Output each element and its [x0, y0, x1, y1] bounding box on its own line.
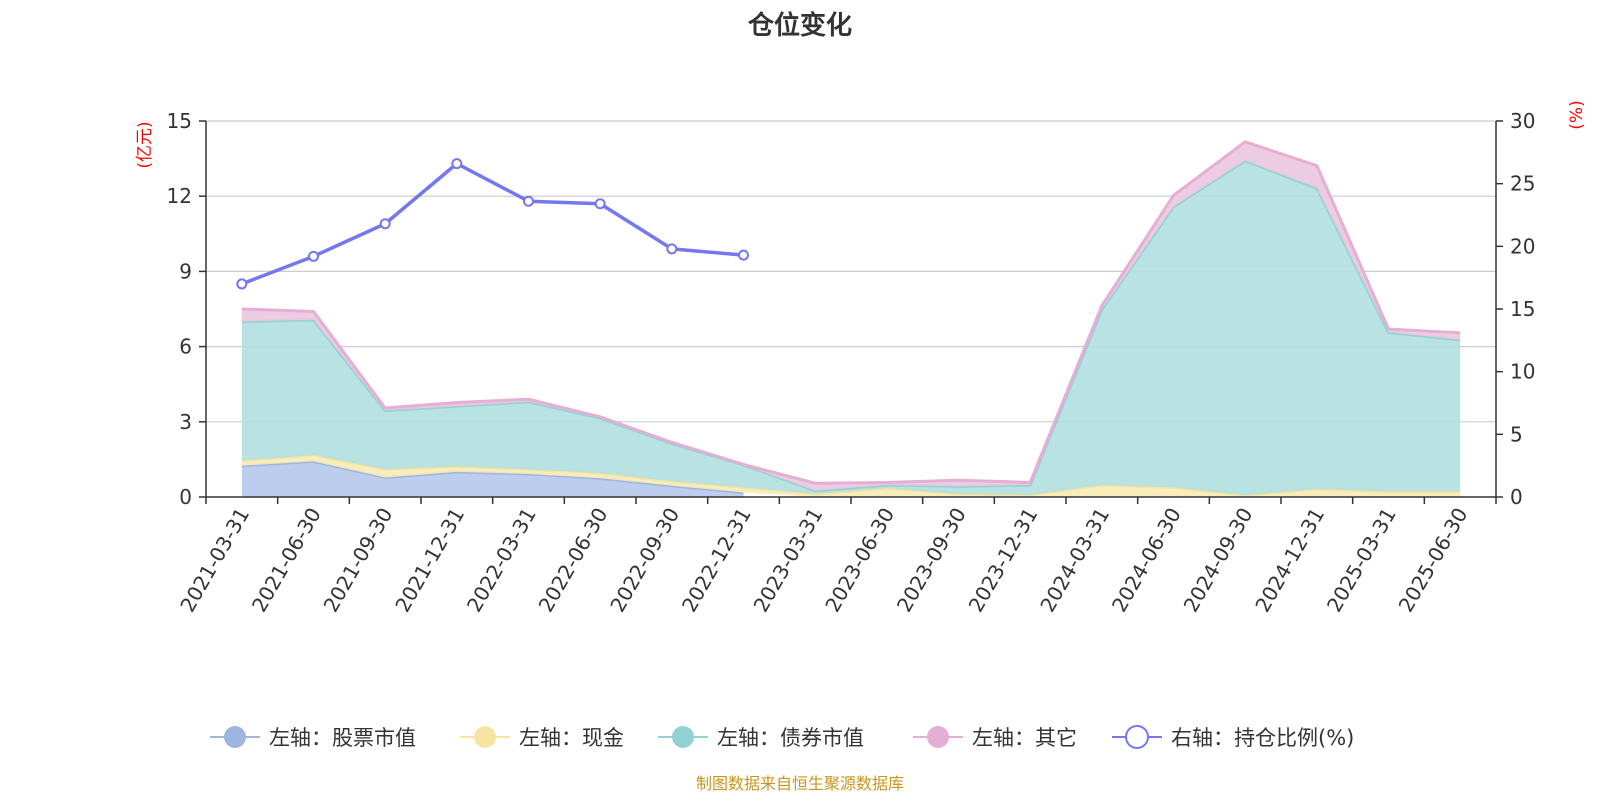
x-axis-tick-label: 2021-12-31	[390, 504, 469, 617]
ratio-point	[666, 243, 678, 255]
legend-marker-icon	[224, 726, 246, 748]
x-axis-tick-label: 2022-06-30	[534, 504, 613, 617]
chart-title: 仓位变化	[747, 10, 852, 41]
x-axis-tick-label: 2021-03-31	[175, 504, 254, 617]
legend-item: 左轴：债券市值	[658, 726, 864, 750]
legend-label: 右轴：持仓比例(%)	[1171, 726, 1354, 750]
legend-item: 左轴：股票市值	[210, 726, 416, 750]
x-axis-tick-label: 2024-03-31	[1035, 504, 1114, 617]
legend-marker-icon	[474, 726, 496, 748]
legend-label: 左轴：债券市值	[717, 726, 864, 750]
x-axis-tick-label: 2023-06-30	[820, 504, 899, 617]
right-axis-tick-label: 15	[1510, 297, 1535, 321]
x-axis-tick-label: 2023-12-31	[964, 504, 1043, 617]
legend-marker-icon	[1125, 725, 1149, 749]
legend-label: 左轴：现金	[519, 726, 624, 750]
x-axis-tick-label: 2022-12-31	[677, 504, 756, 617]
x-axis-tick-label: 2021-09-30	[319, 504, 398, 617]
legend-label: 左轴：其它	[972, 726, 1077, 750]
legend-marker-icon	[672, 726, 694, 748]
legend-marker-icon	[927, 726, 949, 748]
right-axis-tick-label: 5	[1510, 422, 1523, 446]
ratio-point	[308, 250, 319, 262]
x-axis-tick-label: 2022-03-31	[462, 504, 541, 617]
ratio-point	[523, 195, 534, 207]
area-fill-series-0	[241, 461, 744, 497]
legend-item: 左轴：其它	[913, 726, 1077, 750]
x-axis-tick-label: 2022-09-30	[605, 504, 684, 617]
area-fill-series-1	[241, 455, 1461, 497]
ratio-point	[738, 249, 749, 261]
left-axis-tick-label: 12	[167, 184, 192, 208]
legend: 左轴：股票市值 左轴：现金 左轴：债券市值 左轴：其它 右轴：持仓比例(%)	[210, 725, 1354, 750]
left-axis-tick-label: 15	[167, 109, 192, 133]
right-axis-tick-label: 25	[1510, 172, 1535, 196]
area-fill-series-3	[241, 141, 1461, 491]
ratio-line-series	[236, 158, 749, 290]
x-axis-tick-label: 2024-06-30	[1107, 504, 1186, 617]
right-axis-tick-label: 0	[1510, 485, 1523, 509]
data-source-note: 制图数据来自恒生聚源数据库	[696, 774, 904, 793]
area-series	[241, 140, 1461, 497]
left-axis-tick-label: 3	[179, 410, 192, 434]
right-axis-tick-label: 10	[1510, 360, 1535, 384]
ratio-point	[451, 158, 463, 170]
x-axis-tick-label: 2023-03-31	[749, 504, 828, 617]
left-axis-tick-label: 9	[179, 259, 192, 283]
left-axis-tick-label: 6	[179, 335, 192, 359]
x-axis-tick-label: 2023-09-30	[892, 504, 971, 617]
ratio-point	[236, 278, 248, 290]
right-axis-unit: (%)	[1567, 100, 1587, 129]
legend-item: 右轴：持仓比例(%)	[1112, 725, 1354, 750]
x-axis-tick-label: 2024-09-30	[1179, 504, 1258, 617]
area-fill-series-2	[241, 160, 1461, 496]
x-axis-tick-label: 2025-06-30	[1394, 504, 1473, 617]
area-edge-series-3	[241, 140, 1461, 485]
x-axis-tick-label: 2025-03-31	[1322, 504, 1401, 617]
legend-item: 左轴：现金	[460, 726, 624, 750]
x-axis-tick-label: 2021-06-30	[247, 504, 326, 617]
left-axis-unit: (亿元)	[135, 121, 155, 168]
left-axis-tick-label: 0	[179, 485, 192, 509]
right-axis-tick-label: 30	[1510, 109, 1535, 133]
ratio-line	[241, 161, 744, 286]
ratio-point	[594, 198, 606, 210]
right-axis-tick-label: 20	[1510, 234, 1535, 258]
x-axis-tick-label: 2024-12-31	[1250, 504, 1329, 617]
legend-label: 左轴：股票市值	[269, 726, 416, 750]
ratio-point	[379, 218, 391, 230]
